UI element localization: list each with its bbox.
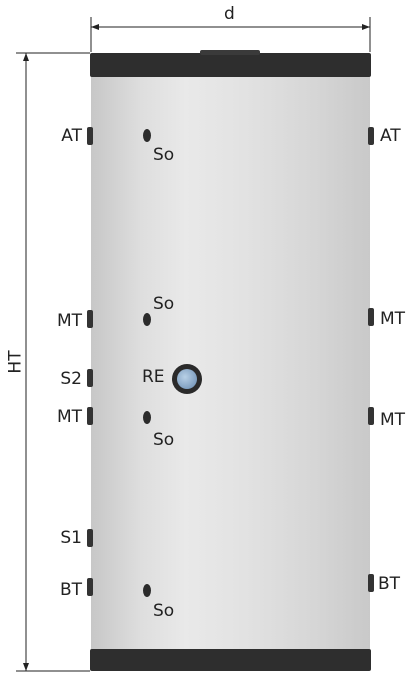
sensor-so-3-label: So (153, 430, 175, 450)
re-label: RE (142, 367, 165, 387)
height-arrow-bottom (23, 663, 29, 671)
sensor-so-1 (143, 129, 151, 142)
sensor-so-2 (143, 313, 151, 326)
tank-top-cap (90, 50, 371, 77)
nozzle-right-at (368, 127, 374, 145)
label-right-bt: BT (378, 574, 401, 594)
height-label: HT (5, 350, 26, 374)
nozzle-left-at (87, 127, 93, 145)
sensor-so-3 (143, 411, 151, 424)
tank-body (91, 76, 370, 650)
nozzle-right-bt (368, 574, 374, 592)
diameter-arrow-left (91, 24, 99, 30)
nozzle-left-s2 (87, 369, 93, 387)
label-right-at: AT (380, 126, 401, 146)
diameter-label: d (224, 4, 235, 24)
nozzle-right-mt-lower (368, 407, 374, 425)
tank-bottom-cap (90, 649, 371, 671)
label-left-at: AT (61, 126, 82, 146)
label-left-bt: BT (59, 580, 82, 600)
sensor-so-2-label: So (153, 294, 175, 314)
nozzle-left-bt (87, 578, 93, 596)
nozzle-left-s1 (87, 529, 93, 547)
nozzle-right-mt-upper (368, 308, 374, 326)
label-left-s1: S1 (60, 528, 82, 548)
nozzle-left-mt-lower (87, 407, 93, 425)
label-right-mt-upper: MT (380, 309, 406, 329)
label-left-mt-upper: MT (56, 311, 82, 331)
sensor-so-4-label: So (153, 601, 175, 621)
height-arrow-top (23, 53, 29, 61)
label-right-mt-lower: MT (380, 410, 406, 430)
re-port (172, 364, 202, 394)
sensor-so-4 (143, 584, 151, 597)
label-left-s2: S2 (60, 369, 82, 389)
nozzle-left-mt-upper (87, 310, 93, 328)
label-left-mt-lower: MT (56, 407, 82, 427)
sensor-so-1-label: So (153, 145, 175, 165)
diameter-arrow-right (362, 24, 370, 30)
